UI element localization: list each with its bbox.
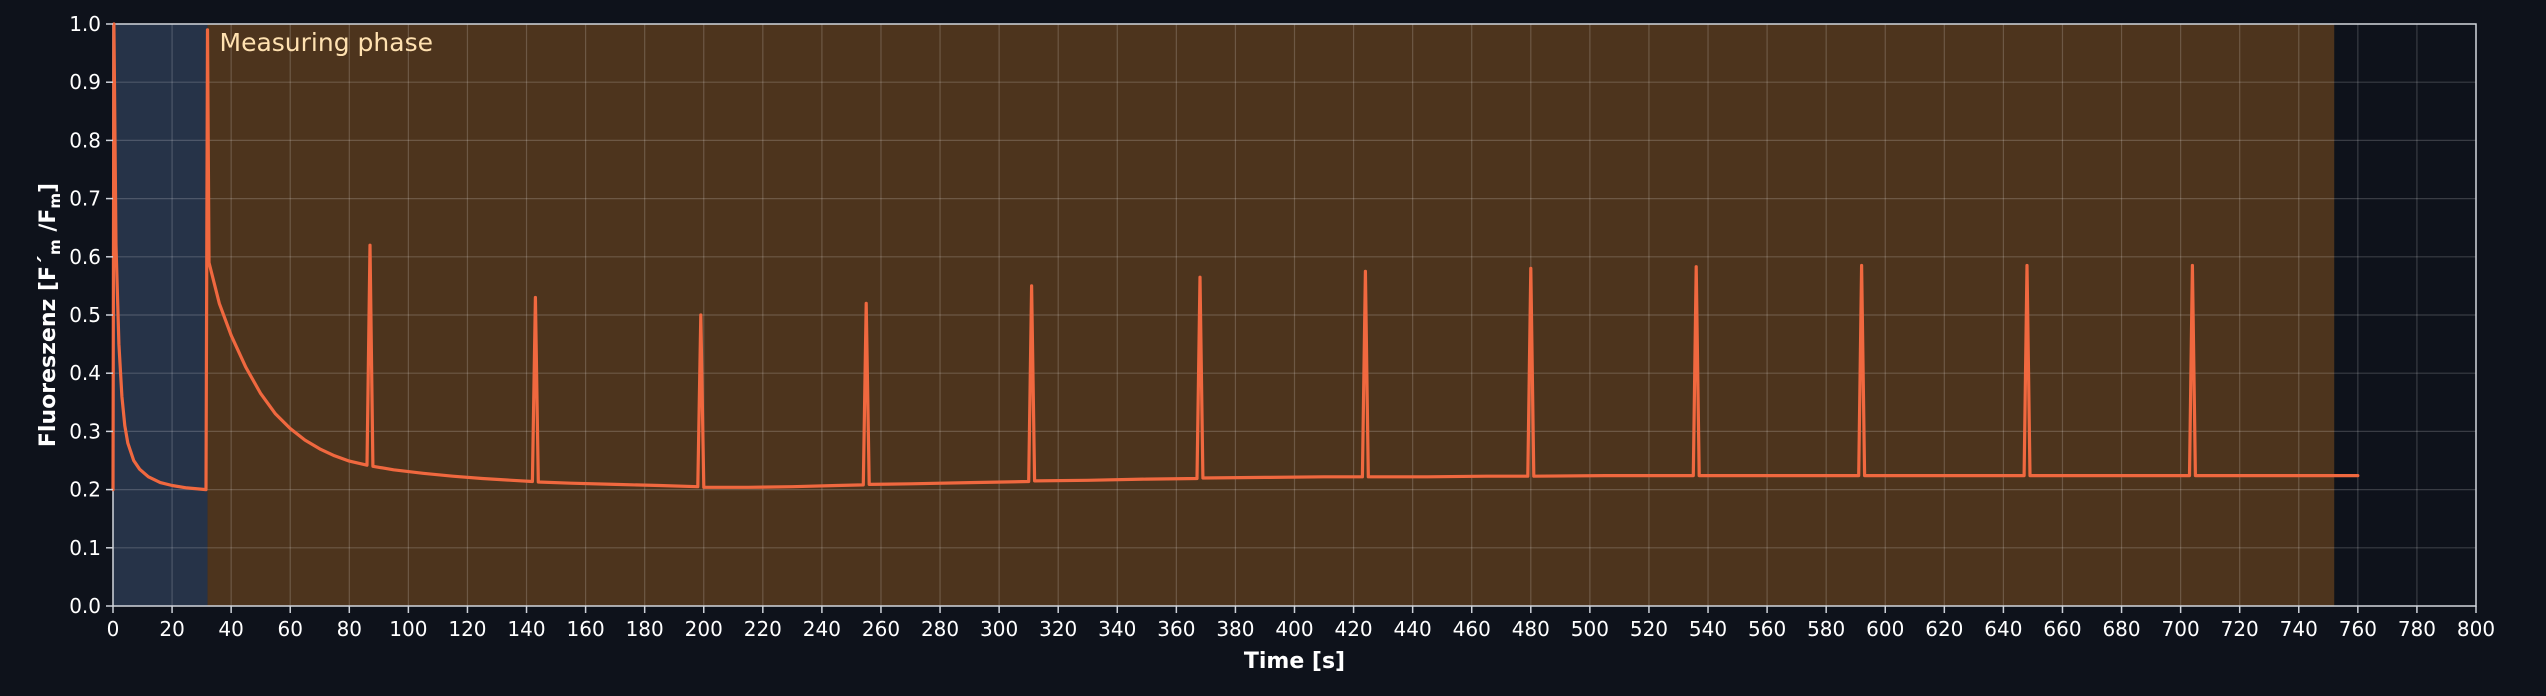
y-tick-label-7: 0.7 bbox=[69, 187, 101, 211]
x-tick-label-11: 220 bbox=[744, 617, 782, 641]
x-tick-label-14: 280 bbox=[921, 617, 959, 641]
y-tick-label-10: 1.0 bbox=[69, 12, 101, 36]
y-tick-label-1: 0.1 bbox=[69, 536, 101, 560]
x-tick-label-12: 240 bbox=[803, 617, 841, 641]
y-axis-title-sub2: m bbox=[46, 193, 64, 209]
x-axis-ticks: 0 20 40 60 80 100 120 140 160 180 200 220 240 260 280 3… bbox=[107, 606, 2495, 641]
x-tick-label-36: 720 bbox=[2221, 617, 2259, 641]
grid-lines bbox=[112, 23, 2477, 607]
x-tick-label-30: 600 bbox=[1866, 617, 1904, 641]
x-tick-label-6: 120 bbox=[448, 617, 486, 641]
y-tick-label-9: 0.9 bbox=[69, 70, 101, 94]
x-tick-label-17: 340 bbox=[1098, 617, 1136, 641]
x-tick-label-10: 200 bbox=[685, 617, 723, 641]
x-tick-label-8: 160 bbox=[567, 617, 605, 641]
y-axis-ticks: 0.0 0.1 0.2 0.3 0.4 0.5 0.6 0.7 0.8 0.9 1.0 bbox=[69, 12, 113, 618]
y-tick-label-2: 0.2 bbox=[69, 478, 101, 502]
x-tick-label-1: 20 bbox=[159, 617, 184, 641]
x-tick-label-0: 0 bbox=[107, 617, 120, 641]
phase-labels: Measuring phase bbox=[220, 28, 433, 57]
phase-bands bbox=[113, 24, 2335, 606]
x-tick-label-23: 460 bbox=[1453, 617, 1491, 641]
phase-band-1 bbox=[207, 24, 2335, 606]
x-tick-label-28: 560 bbox=[1748, 617, 1786, 641]
x-tick-label-39: 780 bbox=[2398, 617, 2436, 641]
x-tick-label-22: 440 bbox=[1394, 617, 1432, 641]
y-tick-label-4: 0.4 bbox=[69, 361, 101, 385]
x-tick-label-21: 420 bbox=[1334, 617, 1372, 641]
y-tick-label-6: 0.6 bbox=[69, 245, 101, 269]
x-tick-label-34: 680 bbox=[2102, 617, 2140, 641]
x-tick-label-25: 500 bbox=[1571, 617, 1609, 641]
x-tick-label-16: 320 bbox=[1039, 617, 1077, 641]
x-axis-title: Time [s] bbox=[1244, 649, 1345, 674]
x-tick-label-7: 140 bbox=[507, 617, 545, 641]
series-lines bbox=[111, 22, 2360, 492]
x-tick-label-18: 360 bbox=[1157, 617, 1195, 641]
x-tick-label-26: 520 bbox=[1630, 617, 1668, 641]
phase-label-1: Measuring phase bbox=[220, 28, 433, 57]
y-tick-label-0: 0.0 bbox=[69, 594, 101, 618]
y-axis-title-end: ] bbox=[36, 183, 61, 193]
y-tick-label-8: 0.8 bbox=[69, 128, 101, 152]
x-tick-label-9: 180 bbox=[626, 617, 664, 641]
x-tick-label-4: 80 bbox=[337, 617, 362, 641]
x-tick-label-5: 100 bbox=[389, 617, 427, 641]
x-tick-label-33: 660 bbox=[2043, 617, 2081, 641]
y-tick-label-5: 0.5 bbox=[69, 303, 101, 327]
x-tick-label-29: 580 bbox=[1807, 617, 1845, 641]
y-axis-title-sub1: m bbox=[46, 239, 64, 255]
y-axis-title-mid: /F bbox=[36, 209, 61, 240]
y-axis-title-main: Fluoreszenz [F´ bbox=[36, 255, 61, 447]
x-tick-label-32: 640 bbox=[1984, 617, 2022, 641]
x-tick-label-31: 620 bbox=[1925, 617, 1963, 641]
phase-band-0 bbox=[113, 24, 208, 606]
x-tick-label-20: 400 bbox=[1275, 617, 1313, 641]
x-tick-label-38: 760 bbox=[2339, 617, 2377, 641]
y-axis-title: Fluoreszenz [F´m /Fm] bbox=[36, 183, 64, 447]
x-tick-label-24: 480 bbox=[1512, 617, 1550, 641]
x-tick-label-27: 540 bbox=[1689, 617, 1727, 641]
x-tick-label-35: 700 bbox=[2162, 617, 2200, 641]
y-tick-label-3: 0.3 bbox=[69, 419, 101, 443]
x-tick-label-2: 40 bbox=[218, 617, 243, 641]
x-tick-label-15: 300 bbox=[980, 617, 1018, 641]
x-tick-label-37: 740 bbox=[2280, 617, 2318, 641]
series-line-0 bbox=[111, 22, 2360, 492]
x-tick-label-19: 380 bbox=[1216, 617, 1254, 641]
x-tick-label-40: 800 bbox=[2457, 617, 2495, 641]
x-tick-label-3: 60 bbox=[277, 617, 302, 641]
x-tick-label-13: 260 bbox=[862, 617, 900, 641]
